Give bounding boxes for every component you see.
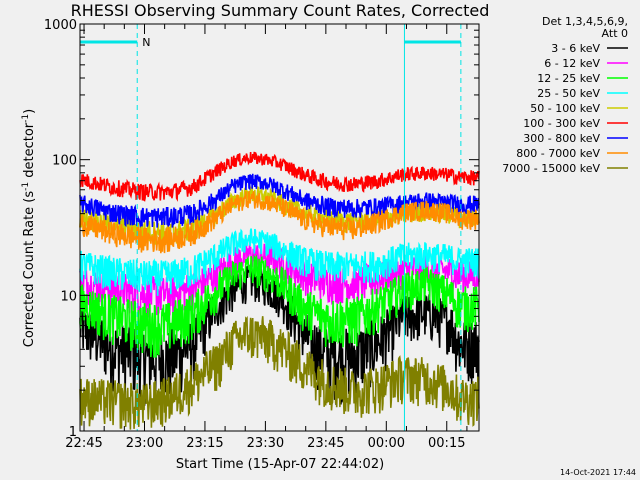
axes-group: 1 10 100 1000 22:45 23:00 23:15 23:30 23:45 00:00… xyxy=(44,18,480,451)
y-axis-label: Corrected Count Rate (s-1 detector-1) xyxy=(21,109,37,347)
legend: Det 1,3,4,5,6,9,Att 03 - 6 keV 6 - 12 keV… xyxy=(502,15,628,175)
legend-label-7: 800 - 7000 keV xyxy=(516,147,600,160)
series-line-1 xyxy=(79,241,480,318)
legend-label-0: 3 - 6 keV xyxy=(551,42,600,55)
x-tick-label-0: 22:45 xyxy=(65,436,102,451)
x-tick-label-1: 23:00 xyxy=(126,436,163,451)
plot-frame xyxy=(79,23,480,432)
legend-label-2: 12 - 25 keV xyxy=(537,72,600,85)
legend-label-5: 100 - 300 keV xyxy=(523,117,600,130)
y-label-mid: detector xyxy=(22,122,37,182)
y-tick-label-2: 100 xyxy=(52,154,77,169)
legend-header-0: Det 1,3,4,5,6,9, xyxy=(542,15,628,28)
x-axis-label: Start Time (15-Apr-07 22:44:02) xyxy=(176,457,384,472)
series-line-8 xyxy=(79,315,480,430)
chart-title: RHESSI Observing Summary Count Rates, Co… xyxy=(71,1,490,20)
y-label-sup2: -1 xyxy=(21,114,31,123)
legend-header-1: Att 0 xyxy=(602,27,628,40)
legend-label-3: 25 - 50 keV xyxy=(537,87,600,100)
y-label-end: ) xyxy=(22,109,37,114)
series-group xyxy=(79,151,480,430)
x-tick-label-4: 23:45 xyxy=(307,436,344,451)
series-line-0 xyxy=(79,264,480,408)
x-tick-label-3: 23:30 xyxy=(247,436,284,451)
x-tick-label-2: 23:15 xyxy=(186,436,223,451)
night-flag-label: N xyxy=(142,36,150,49)
y-label-sup1: -1 xyxy=(21,182,31,191)
series-line-7 xyxy=(79,190,480,254)
x-tick-label-6: 00:15 xyxy=(428,436,465,451)
y-tick-label-1: 10 xyxy=(60,289,77,304)
series-line-3 xyxy=(79,228,480,296)
legend-label-8: 7000 - 15000 keV xyxy=(502,162,600,175)
legend-label-4: 50 - 100 keV xyxy=(530,102,600,115)
series-line-2 xyxy=(79,254,480,358)
y-label-main: Corrected Count Rate (s xyxy=(22,191,37,348)
series-line-5 xyxy=(79,151,480,202)
y-tick-label-3: 1000 xyxy=(44,18,77,33)
legend-label-6: 300 - 800 keV xyxy=(523,132,600,145)
x-tick-label-5: 00:00 xyxy=(368,436,405,451)
legend-label-1: 6 - 12 keV xyxy=(544,57,600,70)
y-tick-label-0: 1 xyxy=(69,425,77,440)
timestamp: 14-Oct-2021 17:44 xyxy=(560,468,636,477)
